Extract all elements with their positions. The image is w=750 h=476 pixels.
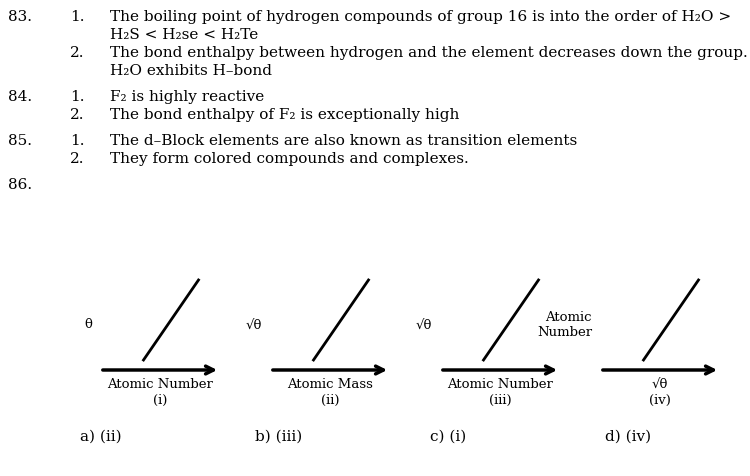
Text: 83.: 83.: [8, 10, 32, 24]
Text: The boiling point of hydrogen compounds of group 16 is into the order of H₂O >: The boiling point of hydrogen compounds …: [110, 10, 731, 24]
Text: F₂ is highly reactive: F₂ is highly reactive: [110, 90, 264, 104]
Text: The bond enthalpy between hydrogen and the element decreases down the group.: The bond enthalpy between hydrogen and t…: [110, 46, 748, 60]
Text: 1.: 1.: [70, 134, 85, 148]
Text: θ: θ: [84, 318, 92, 331]
Text: a) (ii): a) (ii): [80, 430, 122, 444]
Text: √θ: √θ: [652, 378, 668, 391]
Text: H₂S < H₂se < H₂Te: H₂S < H₂se < H₂Te: [110, 28, 258, 42]
Text: √θ: √θ: [416, 318, 432, 331]
Text: Atomic Number: Atomic Number: [107, 378, 213, 391]
Text: Atomic Mass: Atomic Mass: [287, 378, 373, 391]
Text: (ii): (ii): [321, 394, 339, 407]
Text: 1.: 1.: [70, 90, 85, 104]
Text: H₂O exhibits H–bond: H₂O exhibits H–bond: [110, 64, 272, 78]
Text: 86.: 86.: [8, 178, 32, 192]
Text: b) (iii): b) (iii): [255, 430, 302, 444]
Text: 2.: 2.: [70, 152, 85, 166]
Text: 85.: 85.: [8, 134, 32, 148]
Text: They form colored compounds and complexes.: They form colored compounds and complexe…: [110, 152, 469, 166]
Text: The bond enthalpy of F₂ is exceptionally high: The bond enthalpy of F₂ is exceptionally…: [110, 108, 459, 122]
Text: 2.: 2.: [70, 46, 85, 60]
Text: 84.: 84.: [8, 90, 32, 104]
Text: √θ: √θ: [246, 318, 262, 331]
Text: 1.: 1.: [70, 10, 85, 24]
Text: d) (iv): d) (iv): [605, 430, 651, 444]
Text: Atomic Number: Atomic Number: [447, 378, 553, 391]
Text: The d–Block elements are also known as transition elements: The d–Block elements are also known as t…: [110, 134, 578, 148]
Text: (i): (i): [153, 394, 167, 407]
Text: 2.: 2.: [70, 108, 85, 122]
Text: Atomic
Number: Atomic Number: [537, 311, 592, 339]
Text: c) (i): c) (i): [430, 430, 466, 444]
Text: (iii): (iii): [489, 394, 512, 407]
Text: (iv): (iv): [649, 394, 671, 407]
